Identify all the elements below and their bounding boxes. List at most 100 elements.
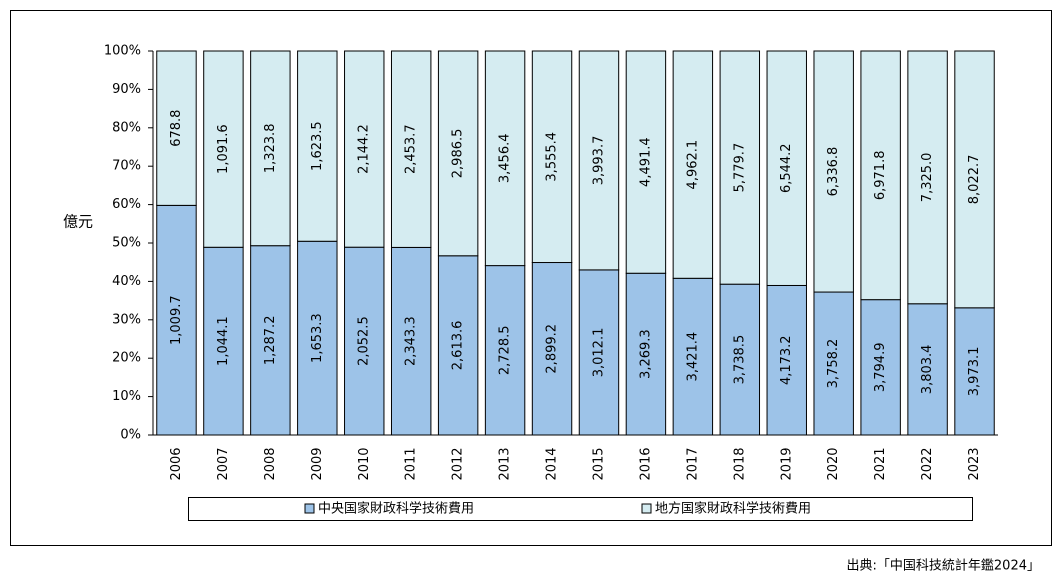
value-label: 3,993.7 xyxy=(591,136,606,186)
value-label: 2,986.5 xyxy=(451,129,466,179)
bar-segment xyxy=(437,50,479,257)
x-tick-label: 2019 xyxy=(779,447,794,480)
bar-segment xyxy=(719,50,761,285)
legend-label: 地方国家財政科学技術費用 xyxy=(655,501,811,517)
legend-swatch xyxy=(304,503,315,514)
bar-segment xyxy=(297,50,338,242)
value-label: 4,173.2 xyxy=(779,335,794,385)
value-label: 3,758.2 xyxy=(826,339,841,389)
bar-segment xyxy=(766,284,807,436)
x-tick-label: 2011 xyxy=(404,447,419,480)
bar-segment xyxy=(625,272,667,436)
bar-segment xyxy=(156,50,197,206)
value-label: 1,044.1 xyxy=(216,316,231,366)
bar-segment xyxy=(625,50,667,274)
value-label: 6,336.8 xyxy=(826,147,841,197)
value-label: 3,794.9 xyxy=(873,343,888,393)
value-label: 2,144.2 xyxy=(357,124,372,174)
x-tick-label: 2012 xyxy=(451,447,466,480)
x-tick-label: 2009 xyxy=(310,447,325,480)
x-tick-label: 2018 xyxy=(732,447,747,480)
value-label: 5,779.7 xyxy=(732,143,747,193)
value-label: 1,091.6 xyxy=(216,124,231,174)
y-tick-label: 100% xyxy=(104,44,141,59)
value-label: 3,803.4 xyxy=(920,345,935,395)
value-label: 2,453.7 xyxy=(404,124,419,174)
value-label: 6,971.8 xyxy=(873,151,888,201)
bar-segment xyxy=(578,50,620,271)
bar-segment xyxy=(860,299,901,436)
x-tick-label: 2008 xyxy=(263,447,278,480)
x-tick-label: 2006 xyxy=(169,447,184,480)
bar-segment xyxy=(344,246,385,436)
value-label: 2,343.3 xyxy=(404,316,419,366)
bar-segment xyxy=(954,50,995,309)
x-tick-label: 2020 xyxy=(826,447,841,480)
value-label: 8,022.7 xyxy=(967,155,982,205)
value-label: 3,012.1 xyxy=(591,328,606,378)
y-tick-label: 60% xyxy=(112,197,141,212)
legend-label: 中央国家財政科学技術費用 xyxy=(318,501,474,517)
x-tick-label: 2013 xyxy=(498,447,513,480)
value-label: 4,491.4 xyxy=(638,137,653,187)
value-label: 3,555.4 xyxy=(545,132,560,182)
value-label: 2,052.5 xyxy=(357,316,372,366)
bar-segment xyxy=(531,262,573,436)
y-tick-label: 0% xyxy=(120,428,141,443)
x-tick-label: 2021 xyxy=(873,447,888,480)
x-tick-label: 2022 xyxy=(920,447,935,480)
value-label: 1,653.3 xyxy=(310,313,325,363)
bar-segment xyxy=(203,246,244,436)
y-tick-label: 90% xyxy=(112,82,141,97)
y-tick-label: 20% xyxy=(112,351,141,366)
y-axis-label: 億元 xyxy=(63,213,93,231)
bar-segment xyxy=(672,277,714,436)
bar-segment xyxy=(672,50,714,279)
x-tick-label: 2015 xyxy=(591,447,606,480)
x-tick-label: 2010 xyxy=(357,447,372,480)
bar-segment xyxy=(907,50,948,305)
bar-segment xyxy=(531,50,573,264)
bar-segment xyxy=(390,50,432,248)
value-label: 3,456.4 xyxy=(498,133,513,183)
x-tick-label: 2007 xyxy=(216,447,231,480)
value-label: 6,544.2 xyxy=(779,143,794,193)
bar-segment xyxy=(344,50,385,248)
bar-segment xyxy=(390,246,432,436)
bar-segment xyxy=(297,240,338,436)
bar-segment xyxy=(954,307,995,436)
x-tick-label: 2017 xyxy=(685,447,700,480)
bar-segment xyxy=(766,50,807,286)
source-note: 出典:「中国科技統計年鑑2024」 xyxy=(847,558,1040,574)
x-tick-label: 2014 xyxy=(545,447,560,480)
bar-segment xyxy=(860,50,901,301)
y-tick-label: 70% xyxy=(112,159,141,174)
value-label: 2,613.6 xyxy=(451,321,466,371)
value-label: 7,325.0 xyxy=(920,153,935,203)
y-tick-label: 50% xyxy=(112,236,141,251)
bar-segment xyxy=(813,50,854,293)
value-label: 1,323.8 xyxy=(263,124,278,174)
value-label: 1,287.2 xyxy=(263,316,278,366)
value-label: 3,738.5 xyxy=(732,335,747,385)
legend-swatch xyxy=(641,503,652,514)
value-label: 3,269.3 xyxy=(638,329,653,379)
bar-segment xyxy=(578,269,620,436)
value-label: 678.8 xyxy=(169,110,184,147)
y-tick-label: 80% xyxy=(112,120,141,135)
bar-segment xyxy=(484,50,526,267)
x-tick-label: 2023 xyxy=(967,447,982,480)
bar-segment xyxy=(484,265,526,436)
value-label: 1,009.7 xyxy=(169,295,184,345)
y-tick-label: 30% xyxy=(112,312,141,327)
value-label: 4,962.1 xyxy=(685,140,700,190)
y-tick-label: 10% xyxy=(112,389,141,404)
bar-segment xyxy=(156,204,197,436)
value-label: 2,728.5 xyxy=(498,325,513,375)
x-tick-label: 2016 xyxy=(638,447,653,480)
value-label: 2,899.2 xyxy=(545,324,560,374)
value-label: 3,421.4 xyxy=(685,332,700,382)
chart-frame xyxy=(10,10,1052,546)
value-label: 1,623.5 xyxy=(310,121,325,171)
